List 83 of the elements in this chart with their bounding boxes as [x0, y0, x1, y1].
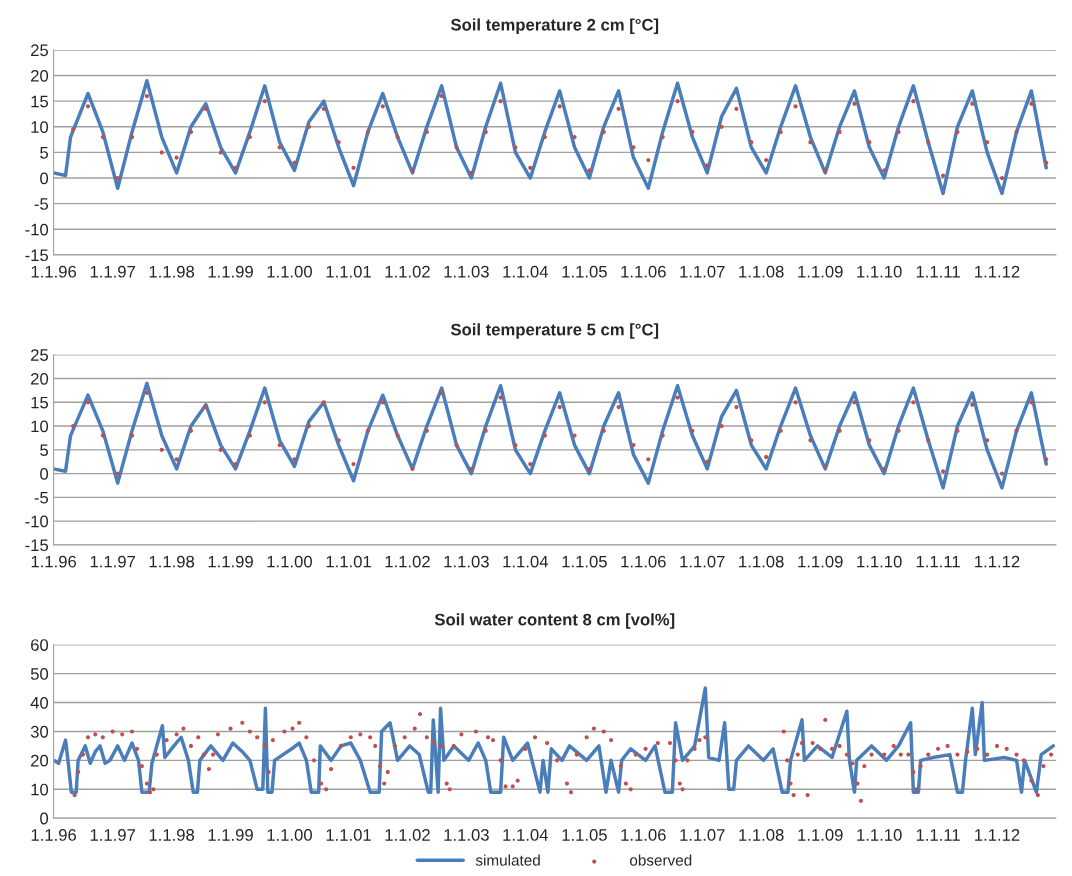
x-tick-label: 1.1.10 [857, 829, 902, 841]
x-tick-label: 1.1.08 [739, 555, 784, 568]
y-tick-label: -15 [25, 539, 49, 552]
y-tick-label: -5 [34, 491, 49, 504]
y-tick-label: 10 [31, 121, 49, 133]
x-tick-label: 1.1.02 [385, 829, 430, 841]
x-tick-label: 1.1.01 [326, 829, 371, 841]
x-tick-label: 1.1.09 [798, 555, 843, 568]
y-tick-label: 0 [40, 172, 49, 185]
x-tick-label: 1.1.00 [267, 829, 312, 841]
chart-title: Soil temperature 5 cm [°C] [450, 323, 659, 339]
x-tick-label: 1.1.07 [680, 829, 725, 841]
x-tick-label: 1.1.10 [857, 265, 902, 278]
x-tick-label: 1.1.97 [90, 829, 136, 841]
x-tick-label: 1.1.12 [975, 265, 1020, 278]
x-tick-label: 1.1.06 [621, 555, 666, 568]
y-tick-label: 0 [40, 467, 49, 480]
x-tick-label: 1.1.97 [90, 555, 136, 568]
x-tick-label: 1.1.02 [385, 555, 430, 568]
y-tick-label: 30 [30, 725, 49, 738]
x-tick-label: 1.1.99 [208, 265, 253, 278]
x-tick-label: 1.1.03 [444, 265, 489, 278]
x-tick-label: 1.1.03 [444, 829, 489, 841]
x-tick-label: 1.1.99 [208, 829, 253, 841]
y-tick-label: 50 [30, 668, 49, 680]
x-tick-label: 1.1.99 [208, 555, 253, 568]
x-tick-label: 1.1.11 [916, 265, 960, 278]
y-tick-label: 25 [31, 349, 49, 361]
y-tick-label: -10 [25, 223, 49, 236]
x-tick-label: 1.1.05 [562, 265, 607, 278]
y-tick-label: 20 [31, 69, 49, 82]
x-tick-label: 1.1.00 [267, 555, 312, 568]
x-tick-label: 1.1.98 [149, 829, 195, 841]
y-tick-label: 20 [31, 372, 49, 385]
x-tick-label: 1.1.12 [975, 829, 1020, 841]
y-tick-label: 5 [40, 444, 49, 457]
x-tick-label: 1.1.96 [31, 555, 77, 568]
line-series [53, 78, 1048, 196]
x-tick-label: 1.1.03 [444, 555, 489, 568]
x-tick-label: 1.1.02 [385, 265, 430, 278]
y-tick-label: 5 [40, 147, 49, 159]
x-tick-label: 1.1.12 [975, 555, 1020, 568]
x-tick-label: 1.1.05 [562, 555, 607, 568]
y-tick-label: 0 [40, 812, 49, 825]
x-tick-label: 1.1.98 [149, 265, 195, 278]
x-tick-label: 1.1.07 [680, 555, 725, 568]
x-tick-label: 1.1.05 [562, 829, 607, 841]
y-tick-label: 15 [31, 396, 49, 409]
x-tick-label: 1.1.01 [326, 265, 371, 278]
x-tick-label: 1.1.96 [31, 265, 77, 278]
chart-title: Soil temperature 2 cm [°C] [450, 18, 659, 34]
x-tick-label: 1.1.08 [739, 829, 784, 841]
chart-title: Soil water content 8 cm [vol%] [434, 613, 675, 629]
x-tick-label: 1.1.04 [503, 265, 548, 278]
x-tick-label: 1.1.00 [267, 265, 312, 278]
y-tick-label: 25 [31, 44, 49, 57]
y-tick-label: 15 [31, 95, 49, 108]
y-tick-label: 10 [31, 420, 49, 433]
x-tick-label: 1.1.96 [31, 829, 77, 841]
y-tick-label: 10 [31, 783, 49, 796]
x-tick-label: 1.1.06 [621, 265, 666, 278]
x-tick-label: 1.1.01 [326, 555, 371, 568]
legend-label: simulated [475, 854, 540, 866]
y-tick-label: -10 [25, 515, 49, 528]
x-tick-label: 1.1.07 [680, 265, 725, 278]
y-tick-label: 40 [30, 696, 49, 709]
y-tick-label: 60 [31, 639, 49, 651]
x-tick-label: 1.1.10 [857, 555, 902, 568]
x-tick-label: 1.1.11 [916, 829, 960, 841]
x-tick-label: 1.1.11 [916, 555, 960, 568]
line-series [53, 381, 1048, 490]
x-tick-label: 1.1.97 [90, 265, 136, 278]
x-tick-label: 1.1.98 [149, 555, 195, 568]
y-tick-label: -5 [34, 198, 49, 210]
x-tick-label: 1.1.08 [739, 265, 784, 278]
y-tick-label: -15 [25, 249, 49, 262]
x-tick-label: 1.1.04 [503, 555, 548, 568]
y-tick-label: 20 [31, 754, 49, 767]
x-tick-label: 1.1.09 [798, 829, 843, 841]
x-tick-label: 1.1.06 [621, 829, 666, 841]
x-tick-label: 1.1.04 [503, 829, 548, 841]
legend-label: observed [630, 854, 692, 866]
x-tick-label: 1.1.09 [798, 265, 843, 278]
